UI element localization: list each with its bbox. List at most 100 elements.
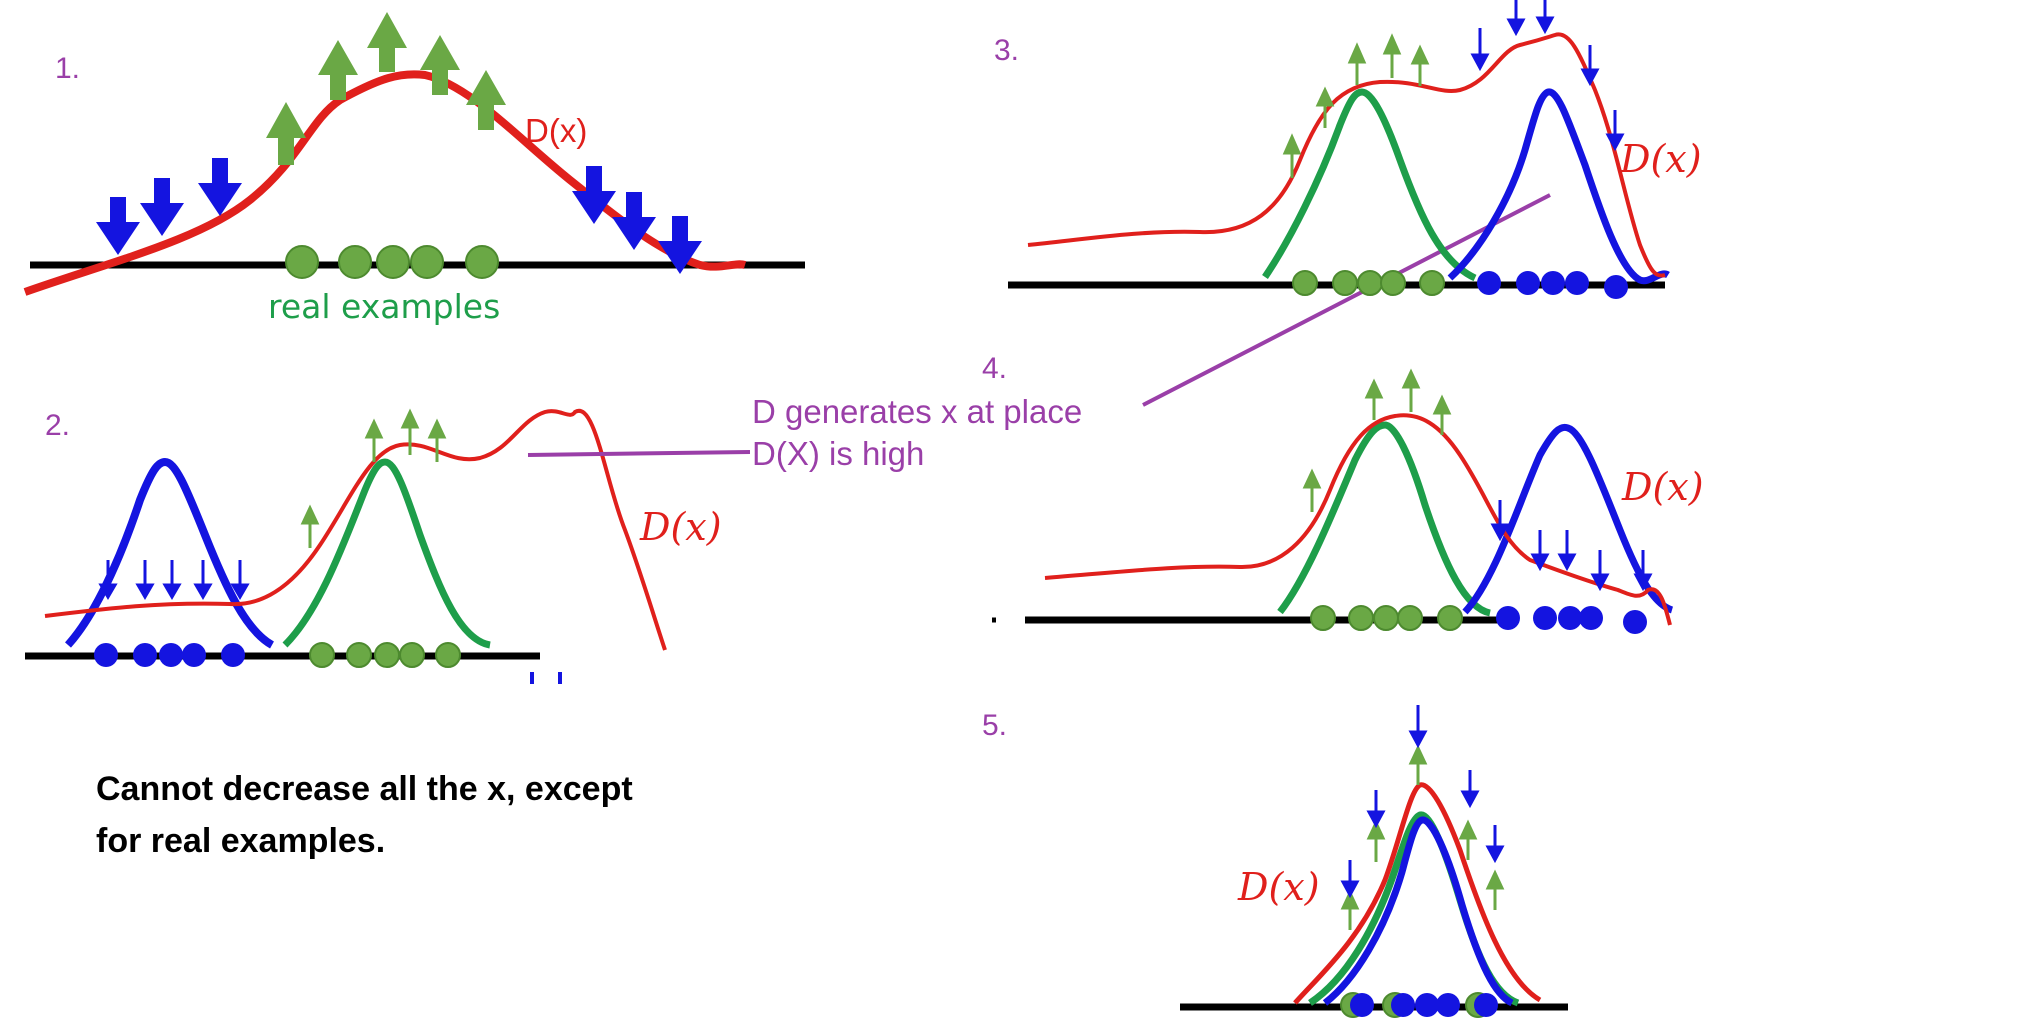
generated-point (1579, 606, 1603, 630)
real-point (1419, 270, 1445, 296)
down-arrow (1408, 730, 1428, 749)
panel-5-points (1340, 992, 1498, 1018)
panel-4-number: 4. (982, 352, 1007, 385)
panel-2-discriminator-curve (44, 408, 667, 651)
up-arrow (420, 35, 460, 95)
down-arrow (135, 583, 155, 600)
panel-2-generated-curve (65, 457, 275, 649)
real-point (1397, 605, 1423, 631)
panel-3-dx-label: D(x) (1619, 137, 1702, 181)
real-point (465, 245, 499, 279)
panel-1-dx-label: D(x) (525, 112, 587, 149)
up-arrow (427, 418, 447, 439)
up-arrow (1347, 42, 1367, 64)
down-arrow (1557, 553, 1577, 572)
panel-3: 3. (994, 0, 1702, 299)
panel-4-discriminator-curve (1044, 413, 1672, 626)
down-arrow (1340, 880, 1360, 899)
down-arrow (1605, 133, 1625, 152)
panel-4-generated-curve (1462, 423, 1674, 615)
panel-2-up-arrows (300, 408, 447, 548)
panel-4-real-points (1310, 605, 1463, 631)
generated-point (1477, 271, 1501, 295)
down-arrow (1590, 573, 1610, 592)
up-arrow (1410, 44, 1430, 65)
real-point (285, 245, 319, 279)
down-arrow (1490, 523, 1510, 542)
generated-point (1350, 993, 1374, 1017)
generated-point (159, 643, 183, 667)
caption-line-2: for real examples. (96, 822, 385, 860)
generated-point (1541, 271, 1565, 295)
generated-point (182, 643, 206, 667)
down-arrow (193, 583, 213, 600)
generated-point (1533, 606, 1557, 630)
panel-5-discriminator-curve (1293, 782, 1542, 1005)
panel-3-generated-points (1477, 271, 1628, 299)
generated-point (94, 643, 118, 667)
panel-5: 5. D( (982, 705, 1568, 1018)
caption: Cannot decrease all the x, except for re… (96, 770, 633, 860)
down-arrow (162, 583, 182, 600)
real-examples-label: real examples (268, 287, 500, 326)
generated-point (1436, 993, 1460, 1017)
generated-point (1496, 606, 1520, 630)
up-arrow (400, 408, 420, 429)
real-point (1332, 270, 1358, 296)
panel-5-down-arrows (1340, 705, 1505, 899)
up-arrow (1340, 889, 1360, 910)
real-point (399, 642, 425, 668)
panel-5-generated-curve (1322, 816, 1514, 1007)
up-arrow (1364, 378, 1384, 399)
panel-1-real-points (285, 245, 499, 279)
panel-1-down-arrows (96, 158, 702, 274)
generated-point (1604, 275, 1628, 299)
up-arrow (1282, 133, 1302, 155)
down-arrow (96, 197, 140, 255)
real-point (1348, 605, 1374, 631)
generated-point (221, 643, 245, 667)
generated-point (1474, 993, 1498, 1017)
down-arrow (1470, 53, 1490, 72)
real-point (374, 642, 400, 668)
panel-2-number: 2. (45, 409, 70, 442)
up-arrow (1382, 33, 1402, 55)
panel-2-generated-points (94, 643, 245, 667)
up-arrow (1366, 819, 1386, 840)
real-point (346, 642, 372, 668)
down-arrow (1535, 16, 1555, 35)
down-arrow (612, 192, 656, 250)
panel-3-up-arrows (1282, 33, 1430, 178)
panel-4-real-curve (1277, 421, 1492, 617)
caption-line-1: Cannot decrease all the x, except (96, 770, 633, 808)
real-point (410, 245, 444, 279)
generated-point (1565, 271, 1589, 295)
panel-3-discriminator-curve (1027, 32, 1666, 278)
down-arrow (140, 178, 184, 236)
real-point (338, 245, 372, 279)
panel-2-down-arrows (98, 560, 250, 600)
up-arrow (1485, 869, 1505, 890)
down-arrow (1485, 845, 1505, 864)
panel-4-generated-points (1496, 606, 1647, 634)
down-arrow (1460, 790, 1480, 809)
panel-2-real-curve (282, 458, 491, 649)
up-arrow (367, 12, 407, 72)
up-arrow (364, 418, 384, 439)
panel-4: 4. (982, 352, 1704, 634)
down-arrow (1530, 553, 1550, 572)
panel-2: 2. (25, 408, 751, 684)
down-arrow (1580, 68, 1600, 87)
down-arrow (98, 583, 118, 600)
up-arrow (1408, 744, 1428, 765)
real-point (435, 642, 461, 668)
panel-4-up-arrows (1302, 368, 1452, 512)
real-point (1380, 270, 1406, 296)
panel-3-real-points (1292, 270, 1445, 296)
down-arrow (572, 166, 616, 224)
panel-5-number: 5. (982, 709, 1007, 742)
generated-point (1516, 271, 1540, 295)
up-arrow (1401, 368, 1421, 389)
panel-1: 1. D(x) real examples (23, 12, 805, 326)
real-point (1373, 605, 1399, 631)
